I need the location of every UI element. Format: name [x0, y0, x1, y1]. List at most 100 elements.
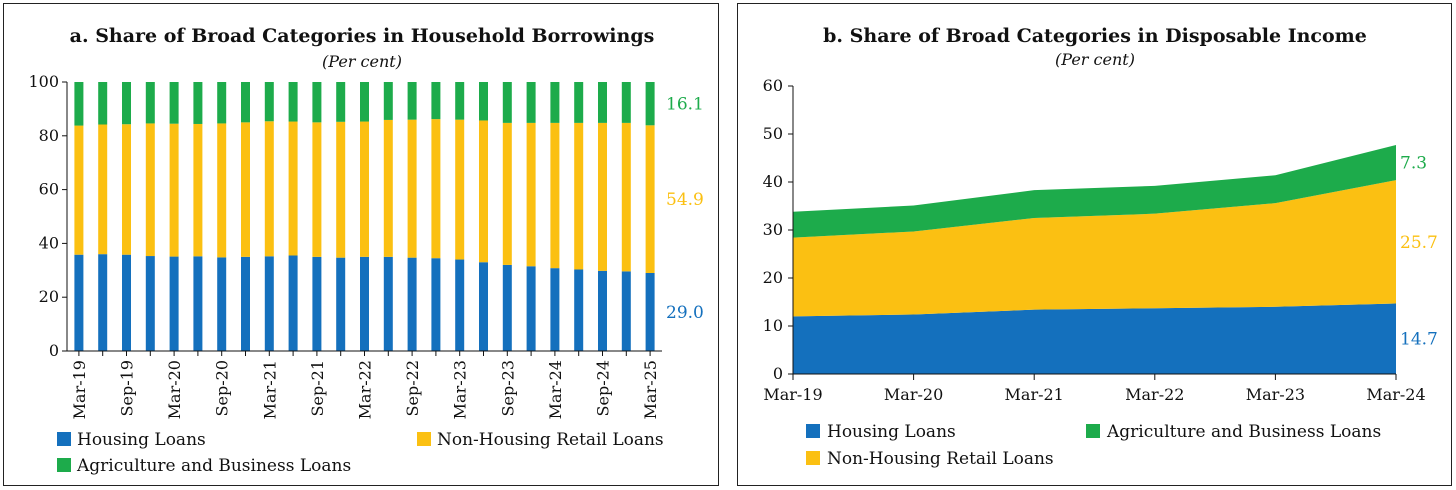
x-tick-label: Mar-25	[641, 360, 660, 419]
x-tick-label: Mar-22	[356, 360, 375, 419]
bar-segment	[193, 123, 203, 257]
bar-segment	[288, 121, 298, 256]
bar-segment	[312, 82, 322, 123]
bar-segment	[193, 82, 203, 124]
x-tick-label: Mar-22	[1125, 385, 1184, 404]
bar-segment	[598, 122, 607, 271]
bar-segment	[217, 257, 227, 351]
end-value-label: 54.9	[666, 190, 704, 210]
bar-segment	[455, 82, 465, 120]
x-tick-label: Mar-23	[451, 360, 470, 419]
x-tick-label: Sep-23	[498, 360, 517, 416]
y-tick-label: 20	[763, 268, 783, 287]
bar-segment	[336, 257, 346, 351]
x-tick-label: Mar-24	[546, 360, 565, 419]
bar-segment	[241, 256, 250, 351]
bar-segment	[431, 258, 441, 351]
area-series	[793, 303, 1396, 374]
legend-label: Agriculture and Business Loans	[1106, 422, 1381, 442]
area-series	[793, 145, 1396, 238]
bar-segment	[264, 256, 274, 351]
end-value-label: 16.1	[666, 95, 704, 115]
bar-segment	[145, 123, 155, 257]
bar-segment	[122, 124, 131, 255]
bar-segment	[502, 264, 512, 351]
x-tick-label: Mar-24	[1366, 385, 1425, 404]
x-tick-label: Sep-24	[594, 360, 613, 416]
bar-segment	[455, 259, 465, 351]
bar-segment	[74, 125, 84, 255]
bar-segment	[621, 271, 631, 351]
bar-segment	[360, 256, 369, 351]
bar-segment	[383, 119, 393, 257]
legend-label: Non-Housing Retail Loans	[437, 430, 664, 450]
bar-segment	[502, 82, 512, 123]
chart-b-title: b. Share of Broad Categories in Disposab…	[823, 25, 1367, 47]
legend-swatch	[417, 432, 431, 446]
end-value-label: 29.0	[666, 303, 704, 323]
bar-segment	[312, 122, 322, 257]
chart-b-svg: b. Share of Broad Categories in Disposab…	[763, 25, 1438, 469]
x-tick-label: Mar-21	[260, 360, 279, 419]
x-tick-label: Mar-20	[884, 385, 943, 404]
bar-segment	[169, 82, 179, 124]
bar-segment	[98, 124, 108, 255]
bar-segment	[621, 82, 631, 123]
x-tick-label: Mar-23	[1246, 385, 1305, 404]
x-tick-label: Mar-20	[165, 360, 184, 419]
x-tick-label: Mar-21	[1005, 385, 1064, 404]
y-tick-label: 0	[773, 364, 783, 383]
bar-segment	[217, 123, 227, 258]
bar-segment	[645, 272, 655, 351]
legend-label: Housing Loans	[77, 430, 206, 450]
bar-segment	[98, 254, 108, 351]
bar-segment	[574, 82, 584, 123]
bar-segment	[431, 119, 441, 259]
bar-segment	[574, 269, 584, 351]
chart-a-title: a. Share of Broad Categories in Househol…	[70, 25, 655, 47]
bar-segment	[360, 82, 369, 122]
bar-segment	[502, 122, 512, 265]
bar-segment	[169, 256, 179, 351]
bar-segment	[145, 256, 155, 351]
legend-label: Housing Loans	[827, 422, 956, 442]
bar-segment	[407, 82, 417, 120]
chart-a-svg: a. Share of Broad Categories in Househol…	[28, 25, 704, 476]
bar-segment	[288, 255, 298, 351]
bar-segment	[550, 122, 560, 269]
bar-segment	[383, 256, 393, 351]
y-tick-label: 30	[763, 220, 783, 239]
x-tick-label: Mar-19	[763, 385, 822, 404]
y-tick-label: 0	[49, 341, 59, 360]
chart-b-subtitle: (Per cent)	[1055, 50, 1135, 69]
bar-segment	[645, 82, 655, 126]
end-value-label: 7.3	[1400, 154, 1427, 174]
bar-segment	[479, 262, 488, 351]
y-tick-label: 60	[39, 180, 59, 199]
x-tick-label: Sep-19	[118, 360, 137, 416]
y-tick-label: 60	[763, 76, 783, 95]
y-tick-label: 100	[28, 72, 59, 91]
bar-segment	[526, 122, 536, 267]
bar-segment	[217, 82, 227, 124]
y-tick-label: 40	[763, 172, 783, 191]
y-tick-label: 40	[39, 233, 59, 252]
chart-a-subtitle: (Per cent)	[322, 52, 402, 71]
y-tick-label: 50	[763, 124, 783, 143]
bar-segment	[74, 254, 84, 351]
x-tick-label: Sep-22	[403, 360, 422, 416]
y-tick-label: 80	[39, 126, 59, 145]
chart-panel-household-borrowings: a. Share of Broad Categories in Househol…	[3, 3, 719, 486]
bar-segment	[621, 122, 631, 272]
bar-segment	[98, 82, 108, 125]
bar-segment	[145, 82, 155, 124]
bar-segment	[431, 82, 441, 120]
end-value-label: 14.7	[1400, 330, 1438, 350]
x-tick-label: Sep-20	[213, 360, 232, 416]
bar-segment	[479, 120, 488, 263]
bar-segment	[169, 123, 179, 257]
y-tick-label: 10	[763, 316, 783, 335]
bar-segment	[288, 82, 298, 122]
bar-segment	[193, 256, 203, 351]
bar-segment	[312, 256, 322, 351]
